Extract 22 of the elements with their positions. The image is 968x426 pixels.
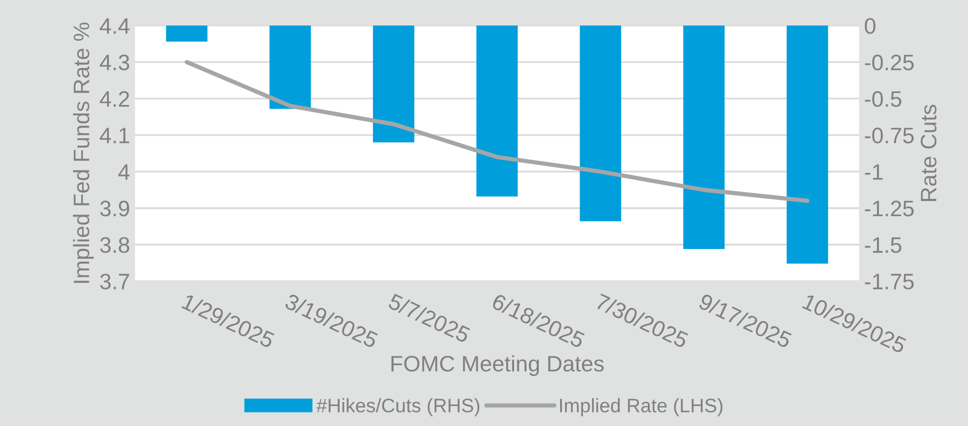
y2-tick-label: -1.75 xyxy=(864,274,914,290)
y-tick-label: 4.1 xyxy=(100,128,130,144)
x-axis-title: FOMC Meeting Dates xyxy=(391,355,604,376)
y2-axis-title: Rate Cuts xyxy=(920,104,936,201)
y-tick-label: 4.3 xyxy=(100,54,130,70)
y2-tick-label: -1 xyxy=(864,164,883,180)
y-tick-label: 3.7 xyxy=(100,274,130,290)
y-axis-title: Implied Fed Funds Rate % xyxy=(73,22,94,283)
y2-tick-label: 0 xyxy=(864,18,876,34)
legend-label: #Hikes/Cuts (RHS) xyxy=(316,398,480,416)
y2-tick-label: -0.25 xyxy=(864,54,914,70)
line-series xyxy=(184,60,810,203)
y2-tick-label: -0.5 xyxy=(864,91,902,107)
y2-tick-label: -1.5 xyxy=(864,237,902,253)
legend-label: Implied Rate (LHS) xyxy=(560,398,722,416)
y2-tick-label: -1.25 xyxy=(864,200,914,216)
y2-tick-label: -0.75 xyxy=(864,128,914,144)
y-tick-label: 3.8 xyxy=(100,237,130,253)
y-tick-label: 4 xyxy=(118,164,130,180)
y-tick-label: 4.2 xyxy=(100,91,130,107)
y-tick-label: 4.4 xyxy=(100,18,130,34)
y-tick-label: 3.9 xyxy=(100,200,130,216)
